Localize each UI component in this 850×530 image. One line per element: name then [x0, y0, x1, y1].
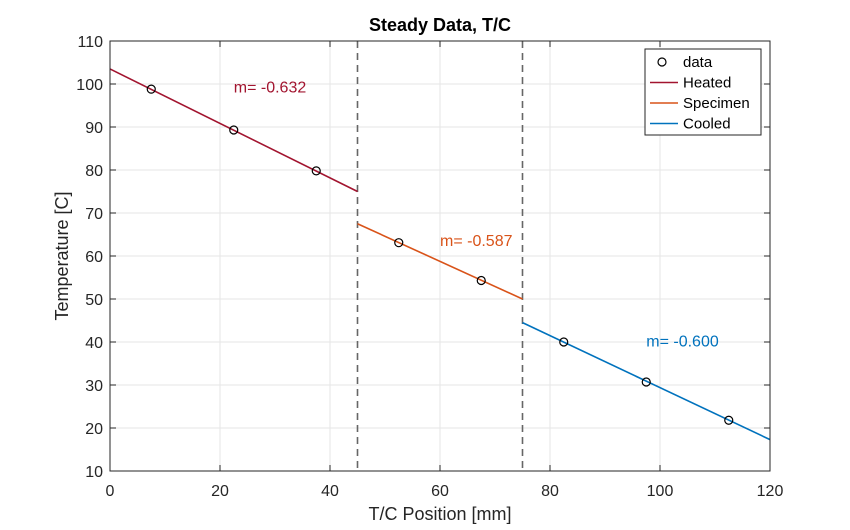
x-tick-label: 0 — [106, 483, 115, 500]
series-lines — [109, 68, 771, 441]
y-tick-label: 70 — [85, 206, 103, 223]
chart-title: Steady Data, T/C — [369, 15, 511, 35]
legend-label-specimen: Specimen — [683, 95, 750, 112]
legend-box — [644, 48, 762, 136]
x-tick-label: 80 — [541, 483, 559, 500]
legend-marker-data — [657, 57, 667, 67]
data-point-marker — [476, 275, 486, 286]
y-tick-label: 20 — [85, 421, 103, 438]
data-point-marker — [311, 166, 321, 176]
y-tick-label: 50 — [85, 292, 103, 309]
x-tick-label: 100 — [647, 483, 674, 500]
x-tick-label: 20 — [211, 483, 229, 500]
legend-label-heated: Heated — [683, 75, 731, 92]
data-point-marker — [559, 337, 569, 347]
data-point-marker — [229, 125, 239, 135]
y-tick-label: 110 — [77, 34, 103, 51]
x-tick-label: 120 — [757, 483, 784, 500]
data-point-marker — [394, 238, 404, 248]
data-point-marker — [146, 84, 156, 94]
series-line-specimen — [357, 223, 523, 300]
legend: data Heated Specimen Cooled — [644, 48, 762, 136]
y-tick-label: 30 — [85, 378, 103, 395]
y-axis-label: Temperature [C] — [52, 191, 72, 320]
series-line-cooled — [522, 321, 771, 441]
data-points — [146, 84, 734, 425]
x-axis-label: T/C Position [mm] — [368, 504, 511, 524]
data-point-marker — [641, 377, 651, 387]
y-tick-label: 40 — [85, 335, 103, 352]
slope-annotation: m= -0.632 — [234, 80, 307, 97]
slope-annotation: m= -0.600 — [646, 333, 719, 350]
slope-annotation: m= -0.587 — [440, 233, 513, 250]
slope-annotations: m= -0.632 m= -0.587 m= -0.600 — [234, 80, 719, 351]
y-tick-label: 60 — [85, 249, 103, 266]
data-point-marker — [724, 415, 734, 425]
y-tick-label: 100 — [76, 77, 103, 94]
series-line-heated — [109, 68, 358, 193]
x-tick-label: 60 — [431, 483, 449, 500]
legend-label-cooled: Cooled — [683, 116, 731, 133]
legend-label-data: data — [683, 54, 713, 71]
x-tick-label: 40 — [321, 483, 339, 500]
axis-ticks: 0 20 40 60 80 100 120 10 20 30 40 50 60 70 80 90 100 110 — [76, 34, 783, 500]
y-tick-label: 10 — [85, 464, 103, 481]
y-tick-label: 90 — [85, 120, 103, 137]
y-tick-label: 80 — [85, 163, 103, 180]
